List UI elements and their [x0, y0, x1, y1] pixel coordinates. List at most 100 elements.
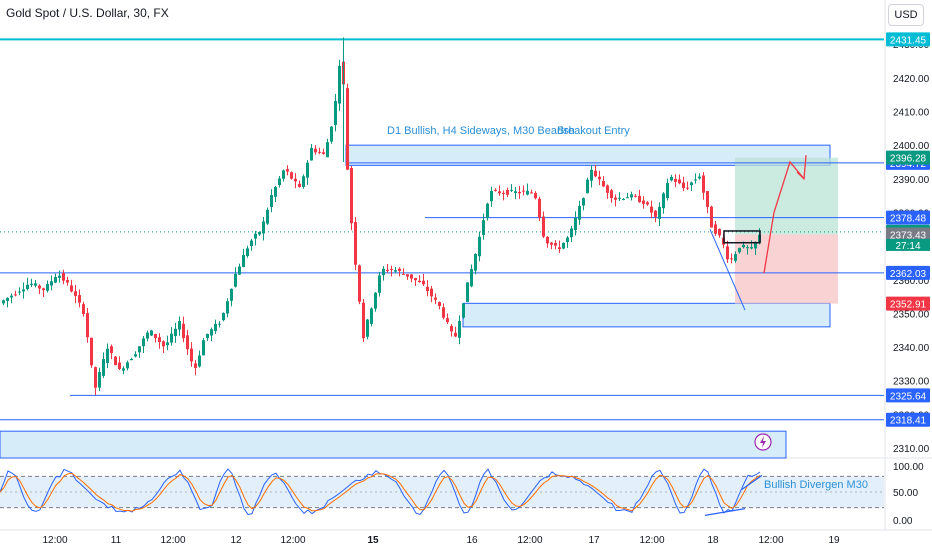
candle — [142, 338, 145, 347]
candle — [642, 200, 645, 204]
candle — [550, 242, 553, 245]
candle — [162, 341, 165, 347]
candle — [318, 151, 321, 153]
price-level-badge-label: 2362.03 — [890, 269, 927, 280]
symbol-title[interactable]: Gold Spot / U.S. Dollar, 30, FX — [6, 6, 169, 20]
candle — [218, 323, 221, 325]
price-level-badge — [886, 388, 930, 403]
candle — [570, 228, 573, 238]
candle — [338, 65, 341, 104]
time-tick-label: 12 — [230, 535, 242, 546]
candle — [574, 217, 577, 231]
candle — [258, 231, 261, 235]
candle — [750, 247, 753, 249]
candle — [682, 182, 685, 188]
candle — [42, 288, 45, 291]
candle — [678, 179, 681, 184]
candle — [578, 206, 581, 220]
position-badge-label: 2352.91 — [890, 300, 927, 311]
candle — [322, 152, 325, 154]
candle — [422, 280, 425, 285]
candle — [190, 348, 193, 362]
candle — [278, 178, 281, 186]
candle — [690, 182, 693, 186]
candle — [622, 198, 625, 200]
trend-line — [709, 229, 746, 311]
candle — [746, 247, 749, 249]
candle — [662, 193, 665, 209]
candle — [426, 286, 429, 292]
oscillator-tick-label: 0.00 — [893, 516, 913, 527]
candle — [98, 372, 101, 388]
price-level-badge-label: 2378.48 — [890, 214, 927, 225]
position-badge — [886, 296, 930, 311]
candle — [206, 333, 209, 339]
candle — [250, 240, 253, 247]
candle — [482, 220, 485, 235]
candle — [70, 285, 73, 292]
candle — [382, 268, 385, 276]
candle — [230, 288, 233, 301]
candle — [738, 247, 741, 253]
price-tick-label: 2340.00 — [893, 343, 930, 354]
projection-arrow — [763, 160, 805, 274]
candle — [534, 192, 537, 199]
candle — [618, 197, 621, 199]
candle — [402, 273, 405, 275]
candle — [326, 142, 329, 158]
candle — [674, 179, 677, 182]
candle — [362, 302, 365, 339]
price-level-badge-label: 2318.41 — [890, 416, 927, 427]
price-level-badge — [886, 210, 930, 225]
candle — [358, 265, 361, 302]
candle — [666, 182, 669, 199]
price-level-badge-label: 2325.64 — [890, 391, 927, 402]
price-level-badge — [886, 265, 930, 280]
candle — [710, 206, 713, 228]
candle — [58, 275, 61, 278]
candle — [582, 198, 585, 206]
lightning-icon-glyph — [760, 436, 766, 448]
candle — [330, 126, 333, 142]
candle — [50, 281, 53, 286]
candle — [110, 346, 113, 354]
candle — [386, 269, 389, 271]
currency-button[interactable]: USD — [888, 4, 924, 26]
candle — [646, 202, 649, 205]
candle — [222, 313, 225, 321]
candle — [530, 192, 533, 194]
candle — [406, 274, 409, 277]
price-tick-label: 2360.00 — [893, 276, 930, 287]
candle — [226, 301, 229, 314]
candle — [114, 356, 117, 366]
candle — [370, 308, 373, 324]
candle — [714, 224, 717, 234]
candle — [494, 189, 497, 191]
candle — [186, 335, 189, 350]
candle — [562, 242, 565, 249]
price-tick-label: 2310.00 — [893, 444, 930, 455]
candle — [102, 359, 105, 376]
candle — [246, 248, 249, 257]
candle — [430, 288, 433, 297]
candle — [634, 195, 637, 197]
candle — [398, 268, 401, 271]
candle — [334, 101, 337, 125]
candle — [418, 280, 421, 283]
candle — [670, 176, 673, 181]
candle — [694, 179, 697, 181]
time-tick-label: 16 — [466, 535, 478, 546]
time-tick-label: 19 — [828, 535, 840, 546]
candle — [510, 189, 513, 191]
candle — [242, 255, 245, 268]
price-tick-label: 2350.00 — [893, 309, 930, 320]
candle — [138, 346, 141, 353]
projection-arrowhead — [796, 155, 807, 181]
candle — [686, 187, 689, 189]
position-badge-label: 2396.28 — [890, 154, 927, 165]
candle — [234, 273, 237, 287]
candle — [462, 303, 465, 318]
candle — [22, 289, 25, 292]
